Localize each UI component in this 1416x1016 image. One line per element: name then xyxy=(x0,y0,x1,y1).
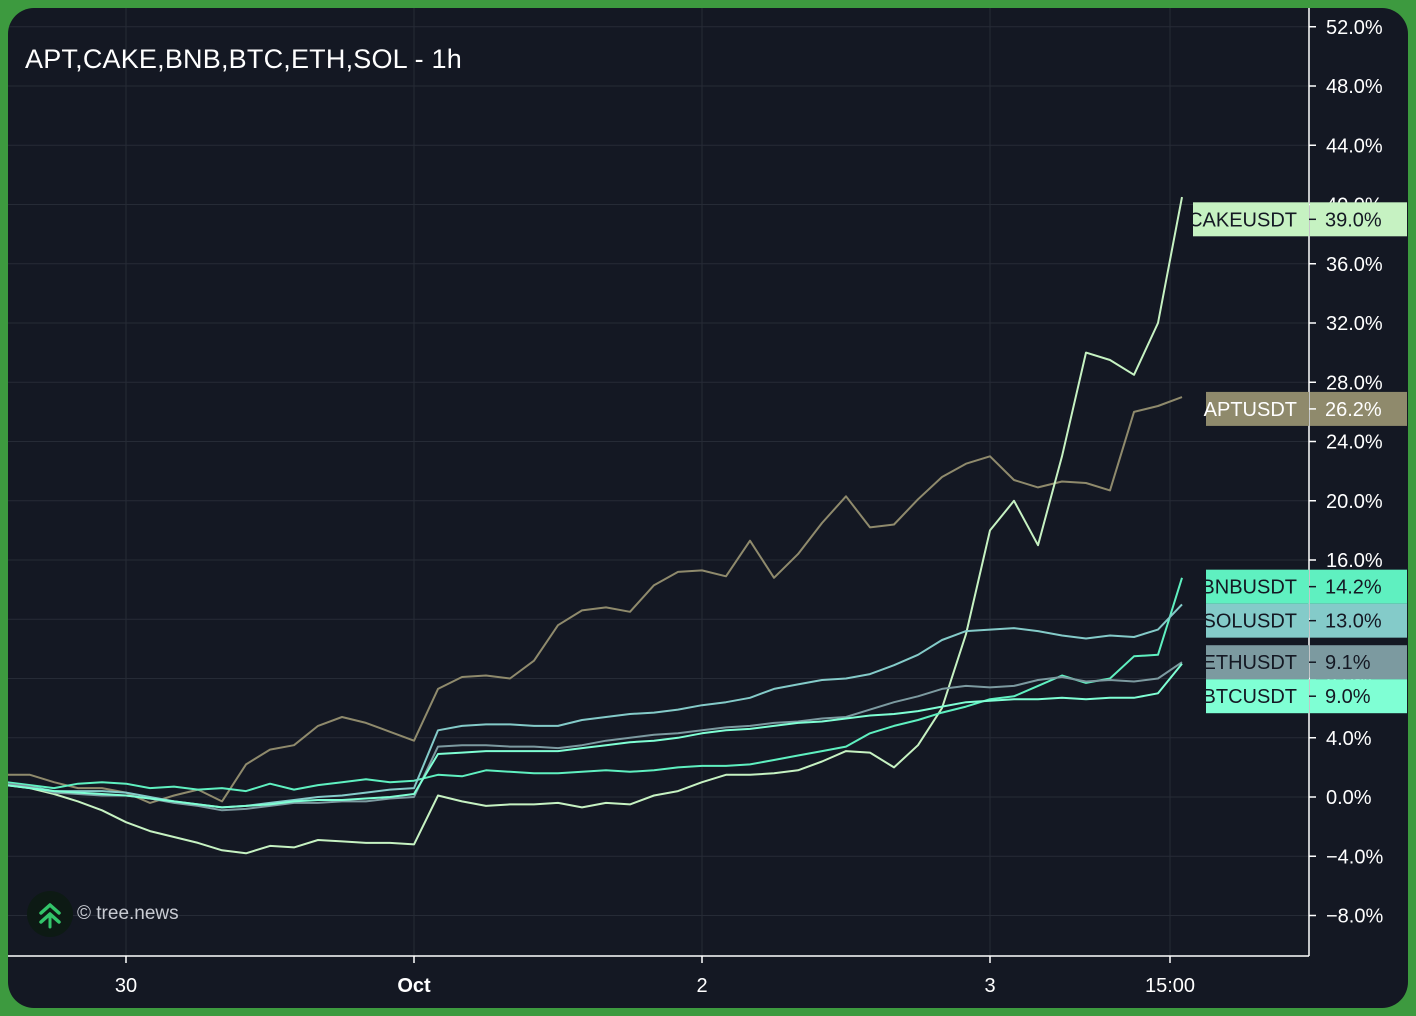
price-label-value: 26.2% xyxy=(1325,399,1382,421)
x-tick-label: 30 xyxy=(115,975,137,997)
watermark[interactable]: © tree.news xyxy=(27,890,179,938)
price-label-ethusdt: ETHUSDT 9.1% xyxy=(1203,645,1407,680)
price-label-value-box xyxy=(1310,391,1407,426)
price-label-value-box xyxy=(1310,645,1407,680)
price-label-cakeusdt: CAKEUSDT 39.0% xyxy=(1188,202,1407,237)
price-label-value: 9.0% xyxy=(1325,686,1371,708)
price-label-value: 9.1% xyxy=(1325,652,1371,674)
y-tick-label: −4.0% xyxy=(1326,846,1383,868)
price-label-value-box xyxy=(1310,202,1407,237)
y-tick-label: 48.0% xyxy=(1326,76,1383,98)
y-tick-label: −8.0% xyxy=(1326,906,1383,928)
price-label-name: CAKEUSDT xyxy=(1188,209,1297,231)
y-tick-label: 4.0% xyxy=(1326,728,1372,750)
series-line-bnbusdt xyxy=(8,577,1183,793)
price-label-value-box xyxy=(1310,603,1407,638)
series-line-aptusdt xyxy=(8,396,1183,804)
price-label-value: 13.0% xyxy=(1325,611,1382,633)
series-line-cakeusdt xyxy=(8,196,1183,855)
price-label-value: 14.2% xyxy=(1325,577,1382,599)
price-label-name: ETHUSDT xyxy=(1203,652,1297,674)
price-label-name-box xyxy=(1206,679,1309,714)
axes xyxy=(8,8,1310,957)
price-label-name-box xyxy=(1206,569,1309,604)
price-label-name-box xyxy=(1206,603,1309,638)
series-price-labels: CAKEUSDT 39.0% APTUSDT 26.2% BNBUSDT 14.2% SOL… xyxy=(1188,202,1407,714)
price-label-name: SOLUSDT xyxy=(1203,611,1297,633)
x-tick-label: 2 xyxy=(696,975,707,997)
price-label-value: 39.0% xyxy=(1325,209,1382,231)
price-label-name-box xyxy=(1206,645,1309,680)
chart-frame: 52.0%48.0%44.0%40.0%36.0%32.0%28.0%24.0%… xyxy=(8,8,1408,1008)
y-tick-label: 36.0% xyxy=(1326,254,1383,276)
x-tick-label: 15:00 xyxy=(1145,975,1195,997)
price-label-name-box xyxy=(1193,202,1309,237)
price-label-bnbusdt: BNBUSDT 14.2% xyxy=(1201,569,1407,604)
price-label-name: BNBUSDT xyxy=(1201,577,1297,599)
price-label-aptusdt: APTUSDT 26.2% xyxy=(1204,391,1407,426)
y-tick-label: 28.0% xyxy=(1326,372,1383,394)
x-tick-label: 3 xyxy=(984,975,995,997)
chart-area: 52.0%48.0%44.0%40.0%36.0%32.0%28.0%24.0%… xyxy=(8,8,1407,997)
y-tick-label: 52.0% xyxy=(1326,17,1383,39)
price-label-name-box xyxy=(1206,391,1309,426)
price-label-value-box xyxy=(1310,569,1407,604)
y-tick-label: 32.0% xyxy=(1326,313,1383,335)
y-axis-ticks: 52.0%48.0%44.0%40.0%36.0%32.0%28.0%24.0%… xyxy=(1309,17,1383,928)
y-tick-label: 24.0% xyxy=(1326,432,1383,454)
series-line-btcusdt xyxy=(8,663,1183,809)
watermark-text: © tree.news xyxy=(77,903,179,924)
price-label-value-box xyxy=(1310,679,1407,714)
y-tick-label: 20.0% xyxy=(1326,491,1383,513)
y-tick-label: 0.0% xyxy=(1326,787,1372,809)
price-label-name: APTUSDT xyxy=(1204,399,1297,421)
series-lines xyxy=(8,196,1183,855)
series-line-ethusdt xyxy=(8,661,1183,812)
price-label-solusdt: SOLUSDT 13.0% xyxy=(1203,603,1407,638)
x-tick-label: Oct xyxy=(397,975,431,997)
x-axis-ticks: 30 Oct 2 3 15:00 xyxy=(115,956,1195,997)
series-line-solusdt xyxy=(8,603,1183,809)
chart-title: APT,CAKE,BNB,BTC,ETH,SOL - 1h xyxy=(25,44,462,74)
price-label-btcusdt: BTCUSDT 9.0% xyxy=(1203,679,1407,714)
y-tick-label: 16.0% xyxy=(1326,550,1383,572)
y-tick-label: 44.0% xyxy=(1326,135,1383,157)
double-chevron-up-icon xyxy=(27,891,73,937)
grid xyxy=(8,8,1309,956)
price-label-name: BTCUSDT xyxy=(1203,686,1297,708)
